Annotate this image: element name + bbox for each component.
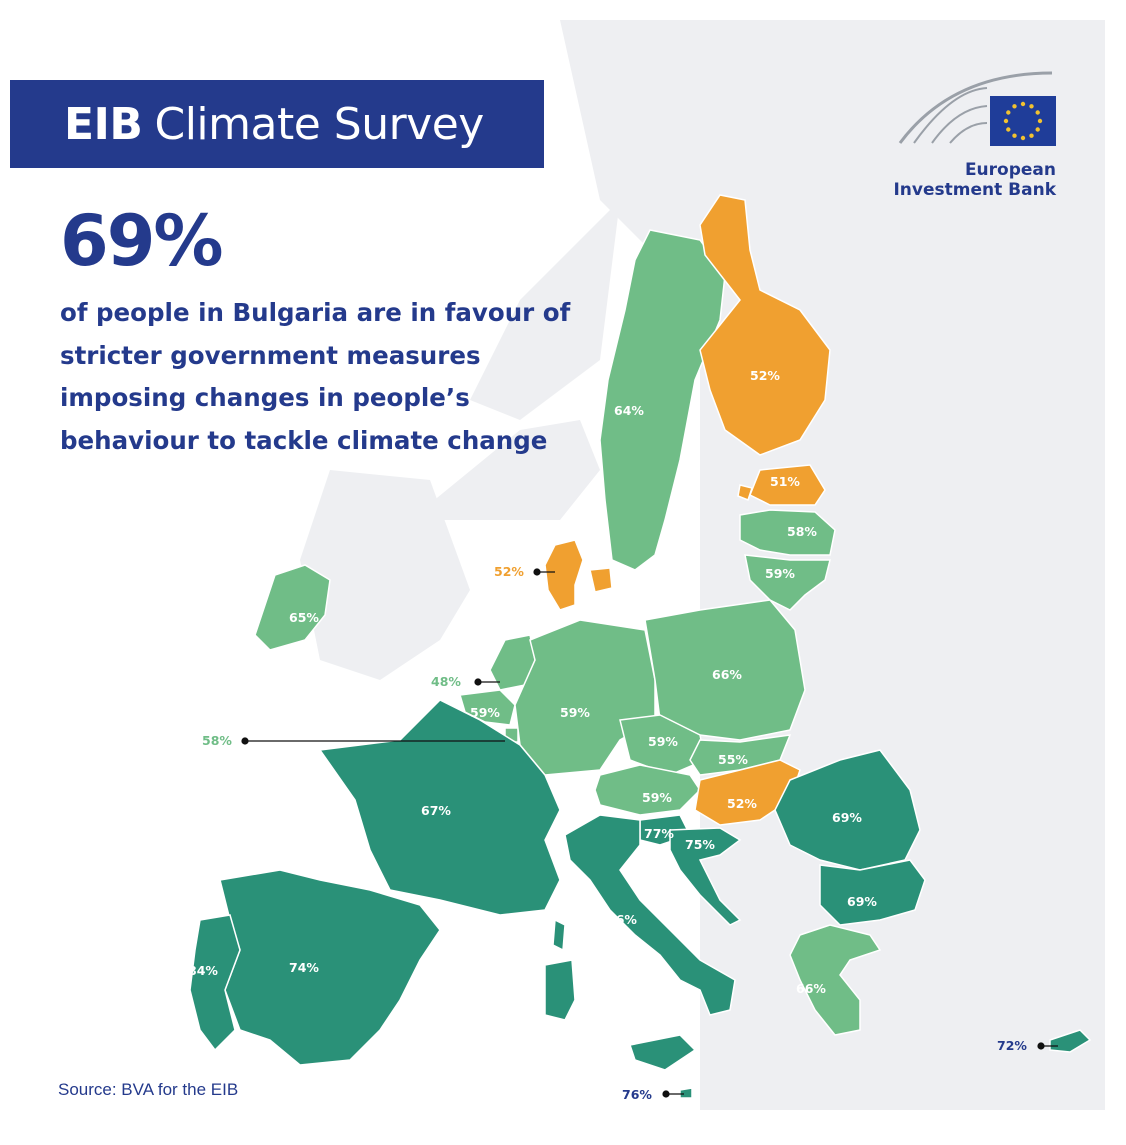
eu-star-icon bbox=[1006, 110, 1011, 115]
label-estonia: 51% bbox=[770, 474, 800, 489]
logo-line2: Investment Bank bbox=[893, 180, 1056, 200]
leader-lines bbox=[241, 568, 1058, 1098]
eu-star-icon bbox=[1035, 110, 1040, 115]
eu-star-icon bbox=[1012, 104, 1017, 109]
eib-logo bbox=[898, 71, 1056, 146]
country-poland bbox=[644, 599, 806, 741]
country-sicily bbox=[629, 1034, 697, 1071]
country-denmark bbox=[544, 539, 584, 611]
headline-value: 69% bbox=[60, 200, 224, 282]
label-spain: 74% bbox=[289, 960, 319, 975]
label-netherlands: 48% bbox=[431, 674, 461, 689]
country-lithuania bbox=[744, 554, 831, 611]
country-denmark-islands bbox=[589, 567, 613, 593]
label-slovenia: 77% bbox=[644, 826, 674, 841]
label-latvia: 58% bbox=[787, 524, 817, 539]
country-shapes bbox=[189, 194, 1092, 1099]
country-malta bbox=[679, 1087, 693, 1099]
eu-star-icon bbox=[1012, 133, 1017, 138]
label-cyprus: 72% bbox=[997, 1038, 1027, 1053]
country-austria bbox=[594, 764, 701, 816]
title-bar: EIB Climate Survey bbox=[10, 80, 544, 168]
eu-star-icon bbox=[1020, 101, 1026, 107]
country-france bbox=[318, 699, 561, 916]
label-finland: 52% bbox=[750, 368, 780, 383]
eu-star-icon bbox=[1029, 133, 1034, 138]
country-croatia bbox=[669, 827, 742, 926]
country-labels: 64% 52% 51% 58% 59% 52% 65% 48% 59% 58% … bbox=[188, 368, 1027, 1102]
label-denmark: 52% bbox=[494, 564, 524, 579]
label-austria: 59% bbox=[642, 790, 672, 805]
country-germany bbox=[514, 619, 656, 776]
label-germany: 59% bbox=[560, 705, 590, 720]
country-italy bbox=[564, 814, 736, 1016]
label-poland: 66% bbox=[712, 667, 742, 682]
label-bulgaria: 69% bbox=[847, 894, 877, 909]
label-sweden: 64% bbox=[614, 403, 644, 418]
country-greece bbox=[789, 924, 882, 1036]
eu-star-icon bbox=[1037, 118, 1043, 124]
eu-star-icon bbox=[1029, 104, 1034, 109]
label-ireland: 65% bbox=[289, 610, 319, 625]
label-slovakia: 55% bbox=[718, 752, 748, 767]
country-cyprus bbox=[1049, 1029, 1092, 1053]
label-czechia: 59% bbox=[648, 734, 678, 749]
label-luxembourg: 58% bbox=[202, 733, 232, 748]
title-rest: Climate Survey bbox=[154, 98, 484, 150]
country-latvia bbox=[739, 509, 836, 556]
country-romania bbox=[774, 749, 921, 871]
label-belgium: 59% bbox=[470, 705, 500, 720]
label-lithuania: 59% bbox=[765, 566, 795, 581]
label-france: 67% bbox=[421, 803, 451, 818]
country-sweden bbox=[599, 229, 726, 571]
label-hungary: 52% bbox=[727, 796, 757, 811]
label-malta: 76% bbox=[622, 1087, 652, 1102]
country-spain bbox=[219, 869, 441, 1066]
country-corsica bbox=[552, 918, 566, 952]
eu-star-icon bbox=[1020, 135, 1026, 141]
label-greece: 66% bbox=[796, 981, 826, 996]
country-bulgaria bbox=[819, 859, 926, 926]
eu-star-icon bbox=[1035, 127, 1040, 132]
label-italy: 76% bbox=[607, 912, 637, 927]
label-croatia: 75% bbox=[685, 837, 715, 852]
label-romania: 69% bbox=[832, 810, 862, 825]
eu-star-icon bbox=[1006, 127, 1011, 132]
eu-flag-icon bbox=[990, 96, 1056, 146]
headline-description: of people in Bulgaria are in favour of s… bbox=[60, 298, 571, 455]
eib-arch-icon bbox=[898, 71, 1053, 144]
eu-star-icon bbox=[1003, 118, 1009, 124]
country-ireland bbox=[254, 564, 331, 651]
country-sardinia bbox=[544, 959, 576, 1021]
logo-line1: European bbox=[964, 160, 1056, 180]
country-portugal bbox=[189, 914, 241, 1052]
title-bold: EIB bbox=[64, 98, 143, 150]
country-estonia-islands bbox=[737, 484, 753, 501]
logo-name: European Investment Bank bbox=[880, 160, 1056, 200]
country-finland bbox=[699, 194, 831, 456]
label-portugal: 84% bbox=[188, 963, 218, 978]
source-note: Source: BVA for the EIB bbox=[58, 1080, 239, 1099]
